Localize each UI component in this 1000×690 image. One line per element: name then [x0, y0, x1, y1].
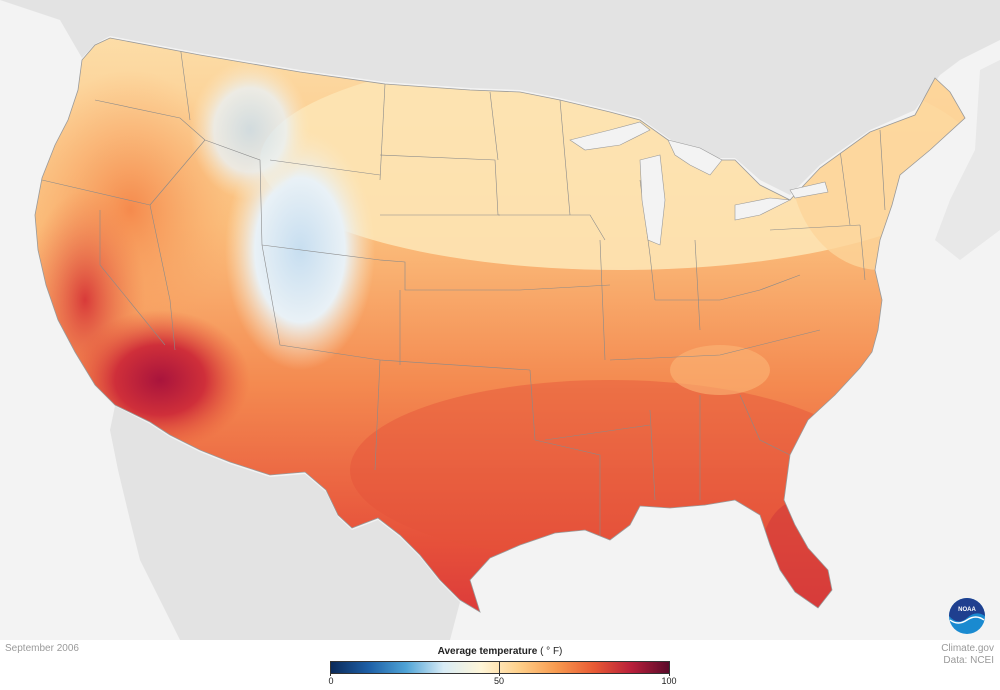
tick-mark-mid [499, 661, 500, 676]
legend-title-text: Average temperature [437, 646, 538, 657]
map-panel: NOAA [0, 0, 1000, 640]
tick-mark-min [330, 661, 331, 676]
state-borders [41, 44, 886, 540]
temperature-map: NOAA [0, 0, 1000, 640]
map-date: September 2006 [5, 643, 79, 654]
tick-label-max: 100 [661, 676, 677, 686]
neighbor-land [0, 0, 1000, 640]
noaa-logo: NOAA [949, 598, 985, 634]
tick-mark-max [669, 661, 670, 676]
credit-source[interactable]: Climate.gov [941, 643, 994, 654]
tick-label-mid: 50 [493, 676, 505, 686]
great-lakes [569, 121, 829, 246]
credit-data: Data: NCEI [943, 655, 994, 666]
tick-label-min: 0 [328, 676, 334, 686]
credits: Climate.gov Data: NCEI [941, 643, 994, 667]
noaa-logo-text: NOAA [958, 607, 976, 613]
legend-title: Average temperature ( ° F) [330, 646, 670, 657]
legend-unit: ( ° F) [540, 646, 563, 657]
footer: September 2006 Average temperature ( ° F… [0, 640, 1000, 690]
color-scale-bar [330, 661, 670, 674]
